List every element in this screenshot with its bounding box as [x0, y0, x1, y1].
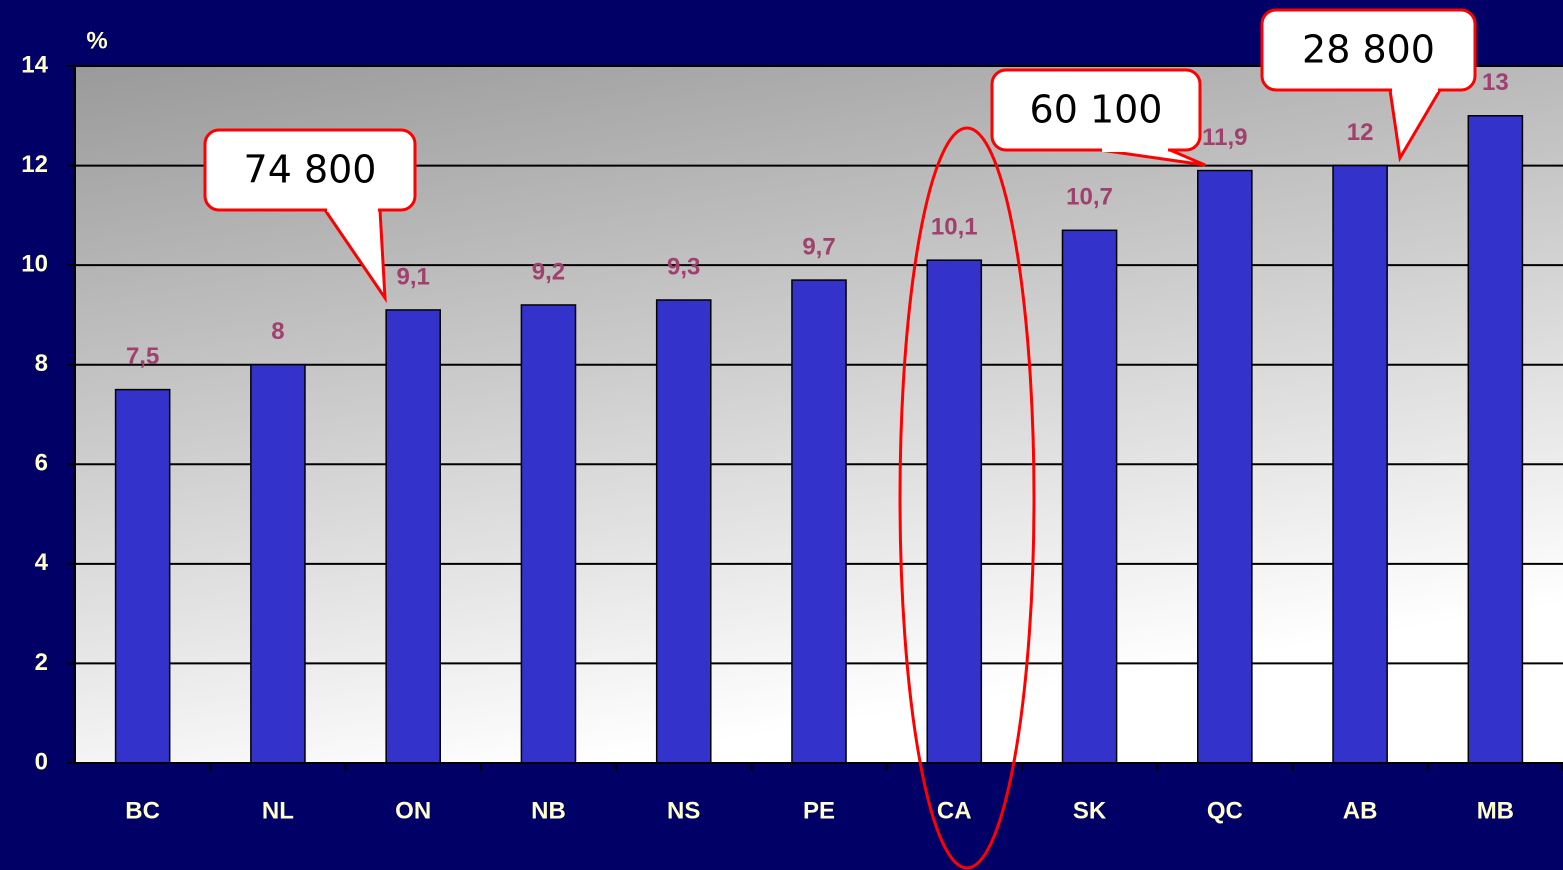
data-label: 9,2: [532, 258, 565, 285]
x-tick-label: ON: [395, 797, 431, 824]
data-label: 12: [1347, 119, 1374, 146]
data-label: 9,7: [802, 233, 835, 260]
data-label: 11,9: [1202, 124, 1247, 151]
bar: [926, 259, 983, 764]
callout-text: 28 800: [1302, 28, 1435, 72]
x-tick-label: NS: [667, 797, 700, 824]
x-tick-label: PE: [803, 797, 835, 824]
y-axis-label: %: [86, 27, 107, 54]
callout-box: [203, 128, 417, 212]
bar: [520, 304, 577, 764]
bar: [1061, 229, 1118, 764]
x-tick-label: AB: [1343, 797, 1378, 824]
x-tick-label: CA: [937, 797, 972, 824]
y-tick-label: 12: [21, 151, 48, 178]
highlight-ellipse: [898, 126, 1036, 870]
data-label: 9,3: [667, 253, 700, 280]
bar: [655, 299, 712, 764]
data-label: 8: [271, 318, 284, 345]
callout-text: 60 100: [1030, 88, 1163, 132]
data-label: 9,1: [396, 263, 429, 290]
y-tick-label: 10: [21, 250, 48, 277]
data-label: 10,7: [1066, 184, 1113, 211]
callout-box: [1260, 8, 1477, 92]
y-tick-label: 8: [35, 350, 48, 377]
y-tick-label: 0: [35, 748, 48, 775]
bar: [250, 363, 306, 764]
y-tick-label: 4: [35, 549, 49, 576]
bar: [385, 309, 441, 764]
data-label: 10,1: [931, 214, 978, 241]
x-tick-label: NB: [531, 797, 566, 824]
y-tick-label: 14: [21, 51, 48, 78]
y-tick-label: 6: [35, 450, 48, 477]
bar: [1467, 115, 1524, 764]
bar: [1332, 164, 1388, 764]
callout-box: [990, 68, 1202, 152]
data-label: 13: [1482, 69, 1509, 96]
y-tick-label: 2: [35, 649, 48, 676]
x-tick-label: MB: [1477, 797, 1514, 824]
x-tick-label: QC: [1207, 797, 1243, 824]
x-tick-label: BC: [125, 797, 160, 824]
bar: [114, 388, 171, 764]
x-tick-label: SK: [1073, 797, 1107, 824]
callout-text: 74 800: [244, 148, 377, 192]
data-label: 7,5: [126, 343, 159, 370]
x-tick-label: NL: [262, 797, 294, 824]
bar: [791, 279, 847, 764]
bar: [1197, 169, 1253, 764]
